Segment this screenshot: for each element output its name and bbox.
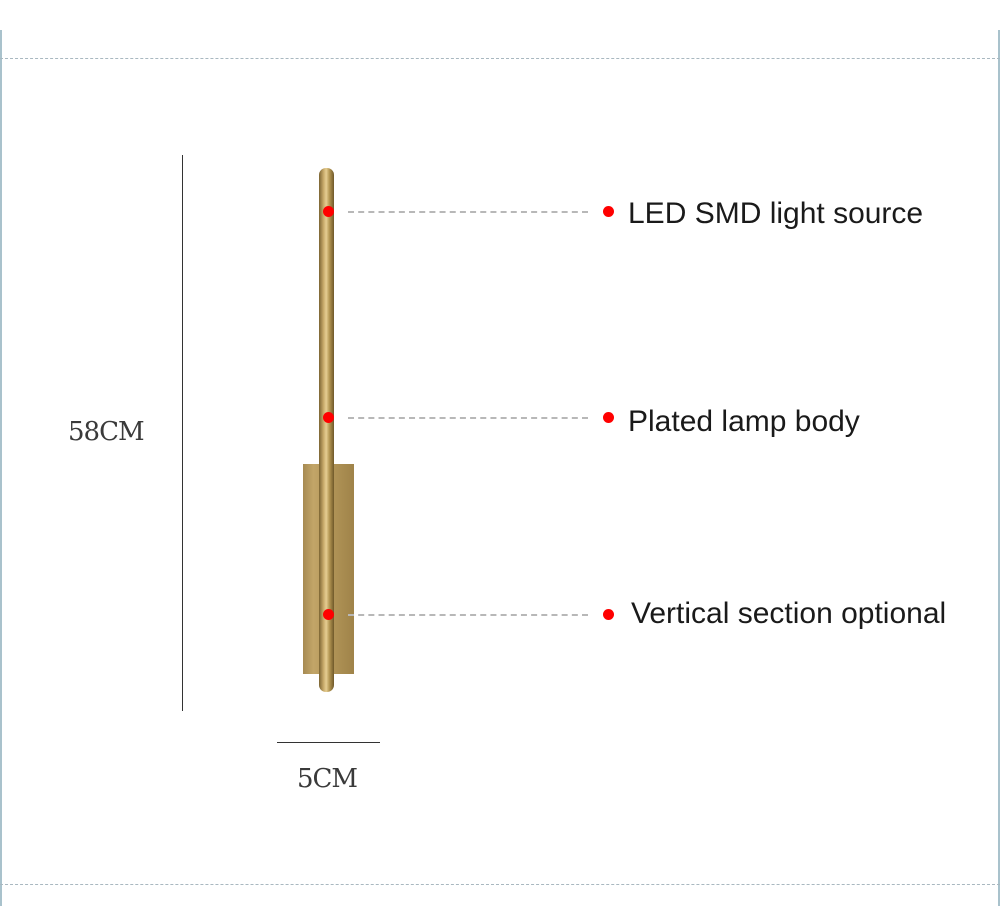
vertical-section-leader-line [348, 614, 588, 616]
vertical-section-label: Vertical section optional [631, 597, 947, 630]
led-source-label: LED SMD light source [628, 197, 924, 230]
vertical-section-marker [323, 609, 334, 620]
frame-bottom-divider [0, 884, 1000, 885]
led-source-label-dot [603, 206, 614, 217]
led-source-marker [323, 206, 334, 217]
width-dimension-line [277, 742, 380, 743]
height-dimension-line [182, 155, 183, 711]
led-source-leader-line [348, 211, 588, 213]
lamp-body-marker [323, 412, 334, 423]
frame-top-divider [0, 58, 1000, 59]
lamp-body-leader-line [348, 417, 588, 419]
lamp-body-label: Plated lamp body [628, 405, 860, 438]
lamp-rod [319, 168, 334, 692]
frame-right-border [998, 30, 1000, 906]
lamp-body-label-dot [603, 412, 614, 423]
vertical-section-label-dot [603, 609, 614, 620]
frame-left-border [0, 30, 2, 906]
width-dimension-label: 5CM [297, 764, 358, 794]
height-dimension-label: 58CM [68, 417, 145, 447]
